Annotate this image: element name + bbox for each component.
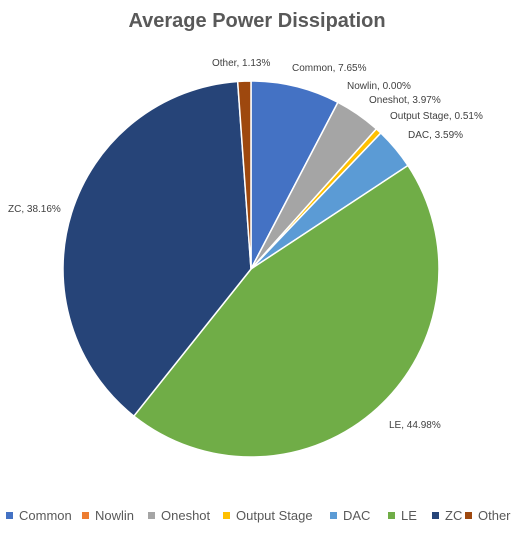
data-label-oneshot: Oneshot, 3.97%: [369, 95, 441, 106]
pie-slices: [62, 80, 440, 458]
legend-swatch: [388, 512, 395, 519]
legend-item-le: LE: [388, 506, 417, 526]
legend-swatch: [223, 512, 230, 519]
data-label-output-stage: Output Stage, 0.51%: [390, 111, 483, 122]
pie-slice-zc: [62, 80, 252, 418]
data-label-zc: ZC, 38.16%: [8, 204, 61, 215]
legend-swatch: [330, 512, 337, 519]
legend-label: LE: [401, 508, 417, 523]
data-label-le: LE, 44.98%: [389, 420, 441, 431]
legend-item-oneshot: Oneshot: [148, 506, 210, 526]
pie-slice-other: [236, 80, 252, 270]
legend: Common Nowlin Oneshot Output Stage DAC LE ZC Ot…: [0, 506, 514, 526]
legend-swatch: [82, 512, 89, 519]
legend-label: Common: [19, 508, 72, 523]
legend-item-dac: DAC: [330, 506, 370, 526]
legend-item-other: Other: [465, 506, 511, 526]
legend-swatch: [465, 512, 472, 519]
legend-label: Oneshot: [161, 508, 211, 523]
data-labels: Common, 7.65% Nowlin, 0.00% Oneshot, 3.97%…: [8, 58, 483, 431]
legend-swatch: [432, 512, 439, 519]
legend-label: Output Stage: [236, 508, 313, 523]
data-label-dac: DAC, 3.59%: [408, 130, 463, 141]
legend-swatch: [148, 512, 155, 519]
pie-slice-le: [132, 164, 440, 458]
legend-label: Other: [478, 508, 511, 523]
legend-item-nowlin: Nowlin: [82, 506, 134, 526]
data-label-nowlin: Nowlin, 0.00%: [347, 81, 411, 92]
data-label-other: Other, 1.13%: [212, 58, 270, 69]
legend-label: ZC: [445, 508, 463, 523]
data-label-common: Common, 7.65%: [292, 63, 367, 74]
pie-chart: Common, 7.65% Nowlin, 0.00% Oneshot, 3.97%…: [8, 58, 483, 458]
legend-label: DAC: [343, 508, 371, 523]
legend-item-zc: ZC: [432, 506, 462, 526]
chart-title: Average Power Dissipation: [128, 10, 386, 32]
legend-item-common: Common: [6, 506, 72, 526]
legend-swatch: [6, 512, 13, 519]
legend-label: Nowlin: [95, 508, 135, 523]
legend-item-output-stage: Output Stage: [223, 506, 313, 526]
